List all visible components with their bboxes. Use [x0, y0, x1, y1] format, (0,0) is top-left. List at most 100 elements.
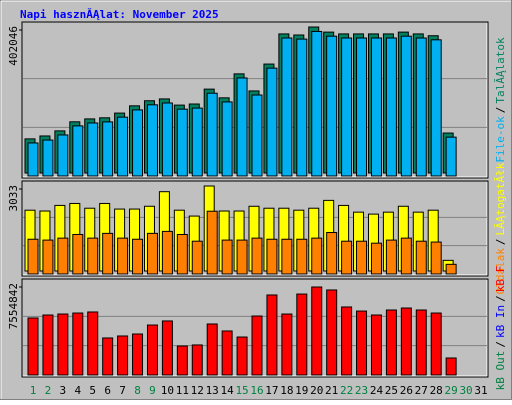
bar: [236, 239, 248, 275]
legend-entry: kB In: [494, 305, 507, 338]
bar: [356, 37, 368, 177]
bar: [415, 37, 427, 177]
bar: [266, 294, 278, 376]
bar: [87, 122, 99, 177]
bar: [221, 101, 233, 177]
bar: [42, 239, 54, 275]
bar: [236, 336, 248, 376]
x-tick-label: 13: [206, 384, 219, 397]
bar: [296, 238, 308, 275]
x-tick-label: 15: [235, 384, 248, 397]
bar: [370, 314, 382, 376]
bar: [296, 293, 308, 376]
bar: [102, 232, 114, 275]
x-tick-label: 20: [310, 384, 323, 397]
bar: [132, 238, 144, 275]
bar: [326, 289, 338, 376]
bar: [191, 240, 203, 275]
x-tick-label: 23: [355, 384, 368, 397]
bar: [251, 237, 263, 275]
bar: [385, 37, 397, 177]
bar: [445, 263, 457, 275]
y-tick-label: 7554842: [7, 283, 20, 329]
x-tick-label: 31: [474, 384, 487, 397]
legend-separator: /: [494, 238, 507, 245]
x-tick-label: 24: [370, 384, 384, 397]
bar: [281, 238, 293, 275]
legend-entry: File-ok: [494, 116, 507, 163]
bar: [161, 102, 173, 177]
x-tick-label: 12: [191, 384, 204, 397]
bar: [57, 237, 69, 275]
legend-separator: /: [494, 107, 507, 114]
bar: [132, 333, 144, 376]
bar: [87, 237, 99, 275]
x-tick-label: 28: [430, 384, 443, 397]
x-tick-label: 4: [74, 384, 81, 397]
bar: [42, 139, 54, 177]
x-tick-label: 19: [295, 384, 308, 397]
bar: [191, 107, 203, 177]
bar: [356, 240, 368, 275]
x-tick-label: 3: [60, 384, 67, 397]
x-tick-label: 25: [385, 384, 398, 397]
bar: [146, 104, 158, 177]
x-tick-label: 30: [459, 384, 472, 397]
x-tick-label: 6: [104, 384, 111, 397]
bar: [326, 35, 338, 177]
legend-entry: Oldalak: [494, 248, 507, 295]
x-tick-label: 26: [400, 384, 413, 397]
bar: [176, 108, 188, 177]
bar: [132, 109, 144, 177]
legend-entry: TalĂĄlatok: [494, 37, 507, 104]
x-tick-label: 5: [89, 384, 96, 397]
x-tick-label: 10: [161, 384, 174, 397]
x-tick-label: 27: [415, 384, 428, 397]
bar: [27, 142, 39, 177]
bar: [146, 232, 158, 275]
bar: [27, 238, 39, 275]
bar: [400, 35, 412, 177]
bar: [42, 314, 54, 376]
bar: [400, 237, 412, 275]
bar: [445, 357, 457, 376]
legend-separator: /: [494, 341, 507, 348]
bar: [370, 37, 382, 177]
bar: [281, 37, 293, 177]
bar: [146, 324, 158, 376]
bar: [341, 306, 353, 376]
x-tick-label: 18: [280, 384, 293, 397]
bar: [117, 116, 129, 177]
bar: [385, 239, 397, 275]
x-tick-label: 9: [149, 384, 156, 397]
legend: kB Out / kB In / kB F: [494, 266, 507, 391]
bar: [415, 309, 427, 376]
bar: [430, 241, 442, 275]
bar: [176, 345, 188, 376]
legend-separator: /: [494, 295, 507, 302]
bar: [430, 39, 442, 177]
bar: [102, 337, 114, 376]
bar: [87, 311, 99, 376]
bar: [430, 312, 442, 376]
bar: [445, 136, 457, 177]
bar: [385, 309, 397, 376]
x-tick-label: 16: [250, 384, 263, 397]
x-tick-label: 17: [265, 384, 278, 397]
bar: [266, 238, 278, 275]
x-tick-label: 7: [119, 384, 126, 397]
bar: [296, 38, 308, 177]
bar: [341, 240, 353, 275]
bar: [311, 237, 323, 275]
bar: [72, 125, 84, 177]
bar: [251, 94, 263, 177]
bar: [117, 335, 129, 376]
x-tick-label: 11: [176, 384, 189, 397]
bar: [57, 134, 69, 177]
chart-title: Napi hasznĂĄlat: November 2025: [20, 8, 219, 21]
bar: [191, 344, 203, 376]
bar: [206, 323, 218, 376]
bar: [400, 307, 412, 376]
bar: [341, 37, 353, 177]
